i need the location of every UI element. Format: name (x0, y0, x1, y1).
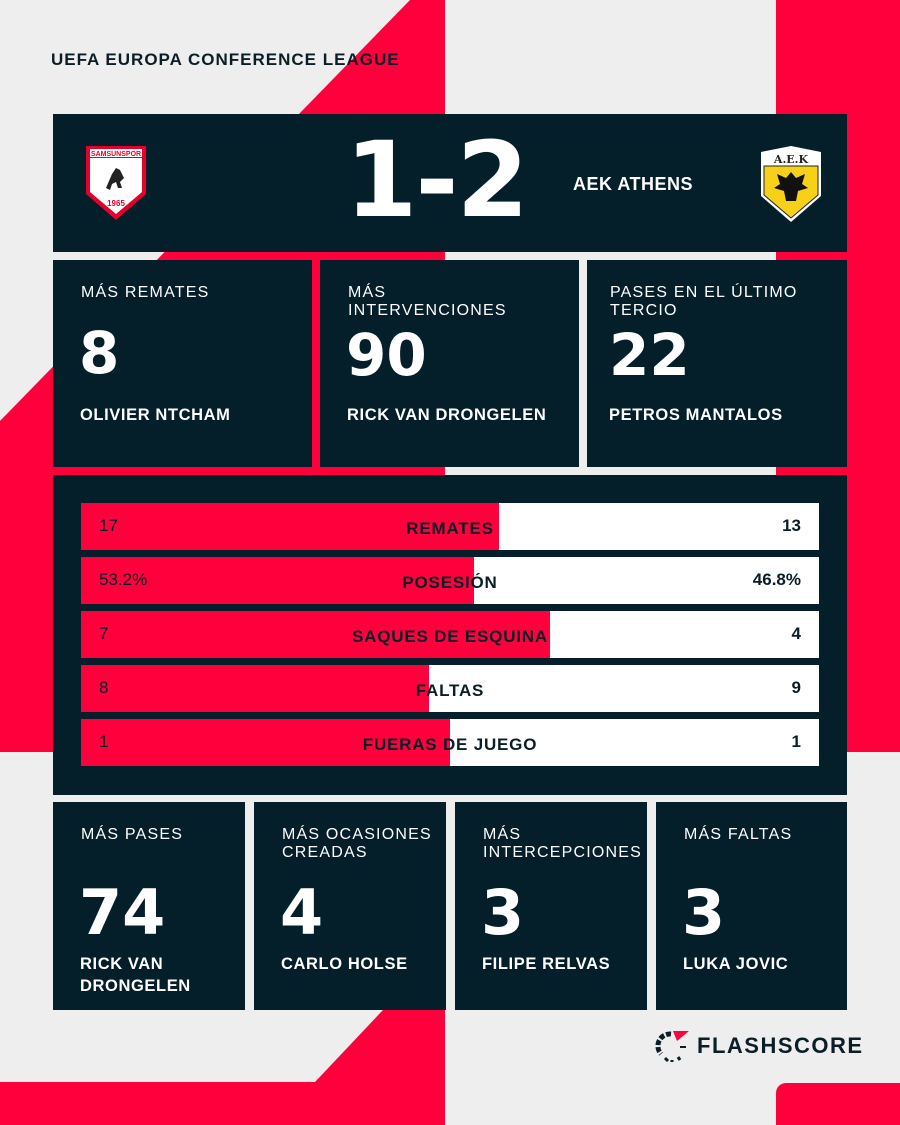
home-share-bar (81, 665, 429, 712)
leader-label: MÁS INTERCEPCIONES (483, 826, 643, 861)
leader-card: MÁS PASES 74 RICK VAN DRONGELEN (53, 802, 245, 1010)
leader-player: OLIVIER NTCHAM (80, 406, 231, 424)
flashscore-icon (655, 1031, 689, 1062)
stat-name: FALTAS (415, 681, 485, 700)
leader-card: PASES EN EL ÚLTIMO TERCIO 22 PETROS MANT… (587, 260, 847, 467)
leader-label: MÁS FALTAS (684, 826, 793, 843)
away-value: 1 (791, 732, 801, 751)
leader-label: MÁS REMATES (81, 284, 210, 301)
leader-label: MÁS OCASIONES CREADAS (282, 826, 432, 861)
brand-name: FLASHSCORE (697, 1033, 864, 1058)
leader-card: MÁS FALTAS 3 LUKA JOVIC (656, 802, 847, 1010)
leader-value: 8 (79, 319, 120, 387)
away-value: 13 (782, 516, 801, 535)
leader-player: LUKA JOVIC (683, 955, 789, 973)
stat-name: FUERAS DE JUEGO (362, 735, 538, 754)
leader-value: 22 (609, 321, 690, 389)
leader-card: MÁS REMATES 8 OLIVIER NTCHAM (53, 260, 312, 467)
away-crest-text: A.E.K (773, 153, 809, 166)
scoreboard: SAMSUNSPOR 1965 1-2 AEK ATHENS A.E.K (53, 114, 847, 252)
leader-value: 4 (280, 876, 324, 949)
leader-label: MÁS INTERVENCIONES (348, 284, 507, 319)
stat-name: REMATES (406, 519, 494, 538)
leader-card: MÁS INTERCEPCIONES 3 FILIPE RELVAS (455, 802, 647, 1010)
leader-player: CARLO HOLSE (281, 955, 408, 973)
away-team-name: AEK ATHENS (573, 174, 694, 194)
home-crest-name: SAMSUNSPOR (91, 151, 141, 158)
home-share-bar (81, 611, 551, 658)
leader-player: FILIPE RELVAS (482, 955, 611, 973)
leader-card: MÁS OCASIONES CREADAS 4 CARLO HOLSE (254, 802, 446, 1010)
match-score: 1-2 (345, 119, 529, 241)
leader-label: MÁS PASES (81, 826, 184, 843)
stat-row: 17 REMATES 13 (81, 503, 819, 550)
home-value: 8 (99, 678, 109, 697)
away-value: 46.8% (752, 570, 801, 589)
leader-card: MÁS INTERVENCIONES 90 RICK VAN DRONGELEN (320, 260, 579, 467)
home-value: 53.2% (99, 570, 148, 589)
leader-player: RICK VAN DRONGELEN (80, 955, 191, 995)
stat-row: 53.2% POSESIÓN 46.8% (81, 557, 819, 604)
leader-player: PETROS MANTALOS (609, 406, 783, 424)
leader-value: 74 (79, 876, 166, 949)
home-share-bar (81, 503, 500, 550)
stat-row: 8 FALTAS 9 (81, 665, 819, 712)
samsunspor-crest-icon: SAMSUNSPOR 1965 (86, 146, 146, 220)
flashscore-logo: FLASHSCORE (655, 1030, 864, 1062)
home-share-bar (81, 557, 474, 604)
leader-player: RICK VAN DRONGELEN (347, 406, 547, 424)
competition-title: UEFA EUROPA CONFERENCE LEAGUE (51, 50, 400, 69)
home-crest-year: 1965 (107, 199, 125, 208)
aek-crest-icon: A.E.K (761, 146, 821, 222)
leader-value: 90 (346, 321, 427, 389)
away-value: 9 (791, 678, 801, 697)
leader-value: 3 (682, 876, 726, 949)
stat-row: 7 SAQUES DE ESQUINA 4 (81, 611, 819, 658)
stat-name: SAQUES DE ESQUINA (352, 627, 548, 646)
leader-value: 3 (481, 876, 525, 949)
away-value: 4 (791, 624, 801, 643)
home-value: 7 (99, 624, 109, 643)
home-value: 17 (99, 516, 118, 535)
home-value: 1 (99, 732, 109, 751)
stat-name: POSESIÓN (402, 573, 498, 592)
home-share-bar (81, 719, 450, 766)
leader-label: PASES EN EL ÚLTIMO TERCIO (610, 284, 798, 319)
stat-row: 1 FUERAS DE JUEGO 1 (81, 719, 819, 766)
